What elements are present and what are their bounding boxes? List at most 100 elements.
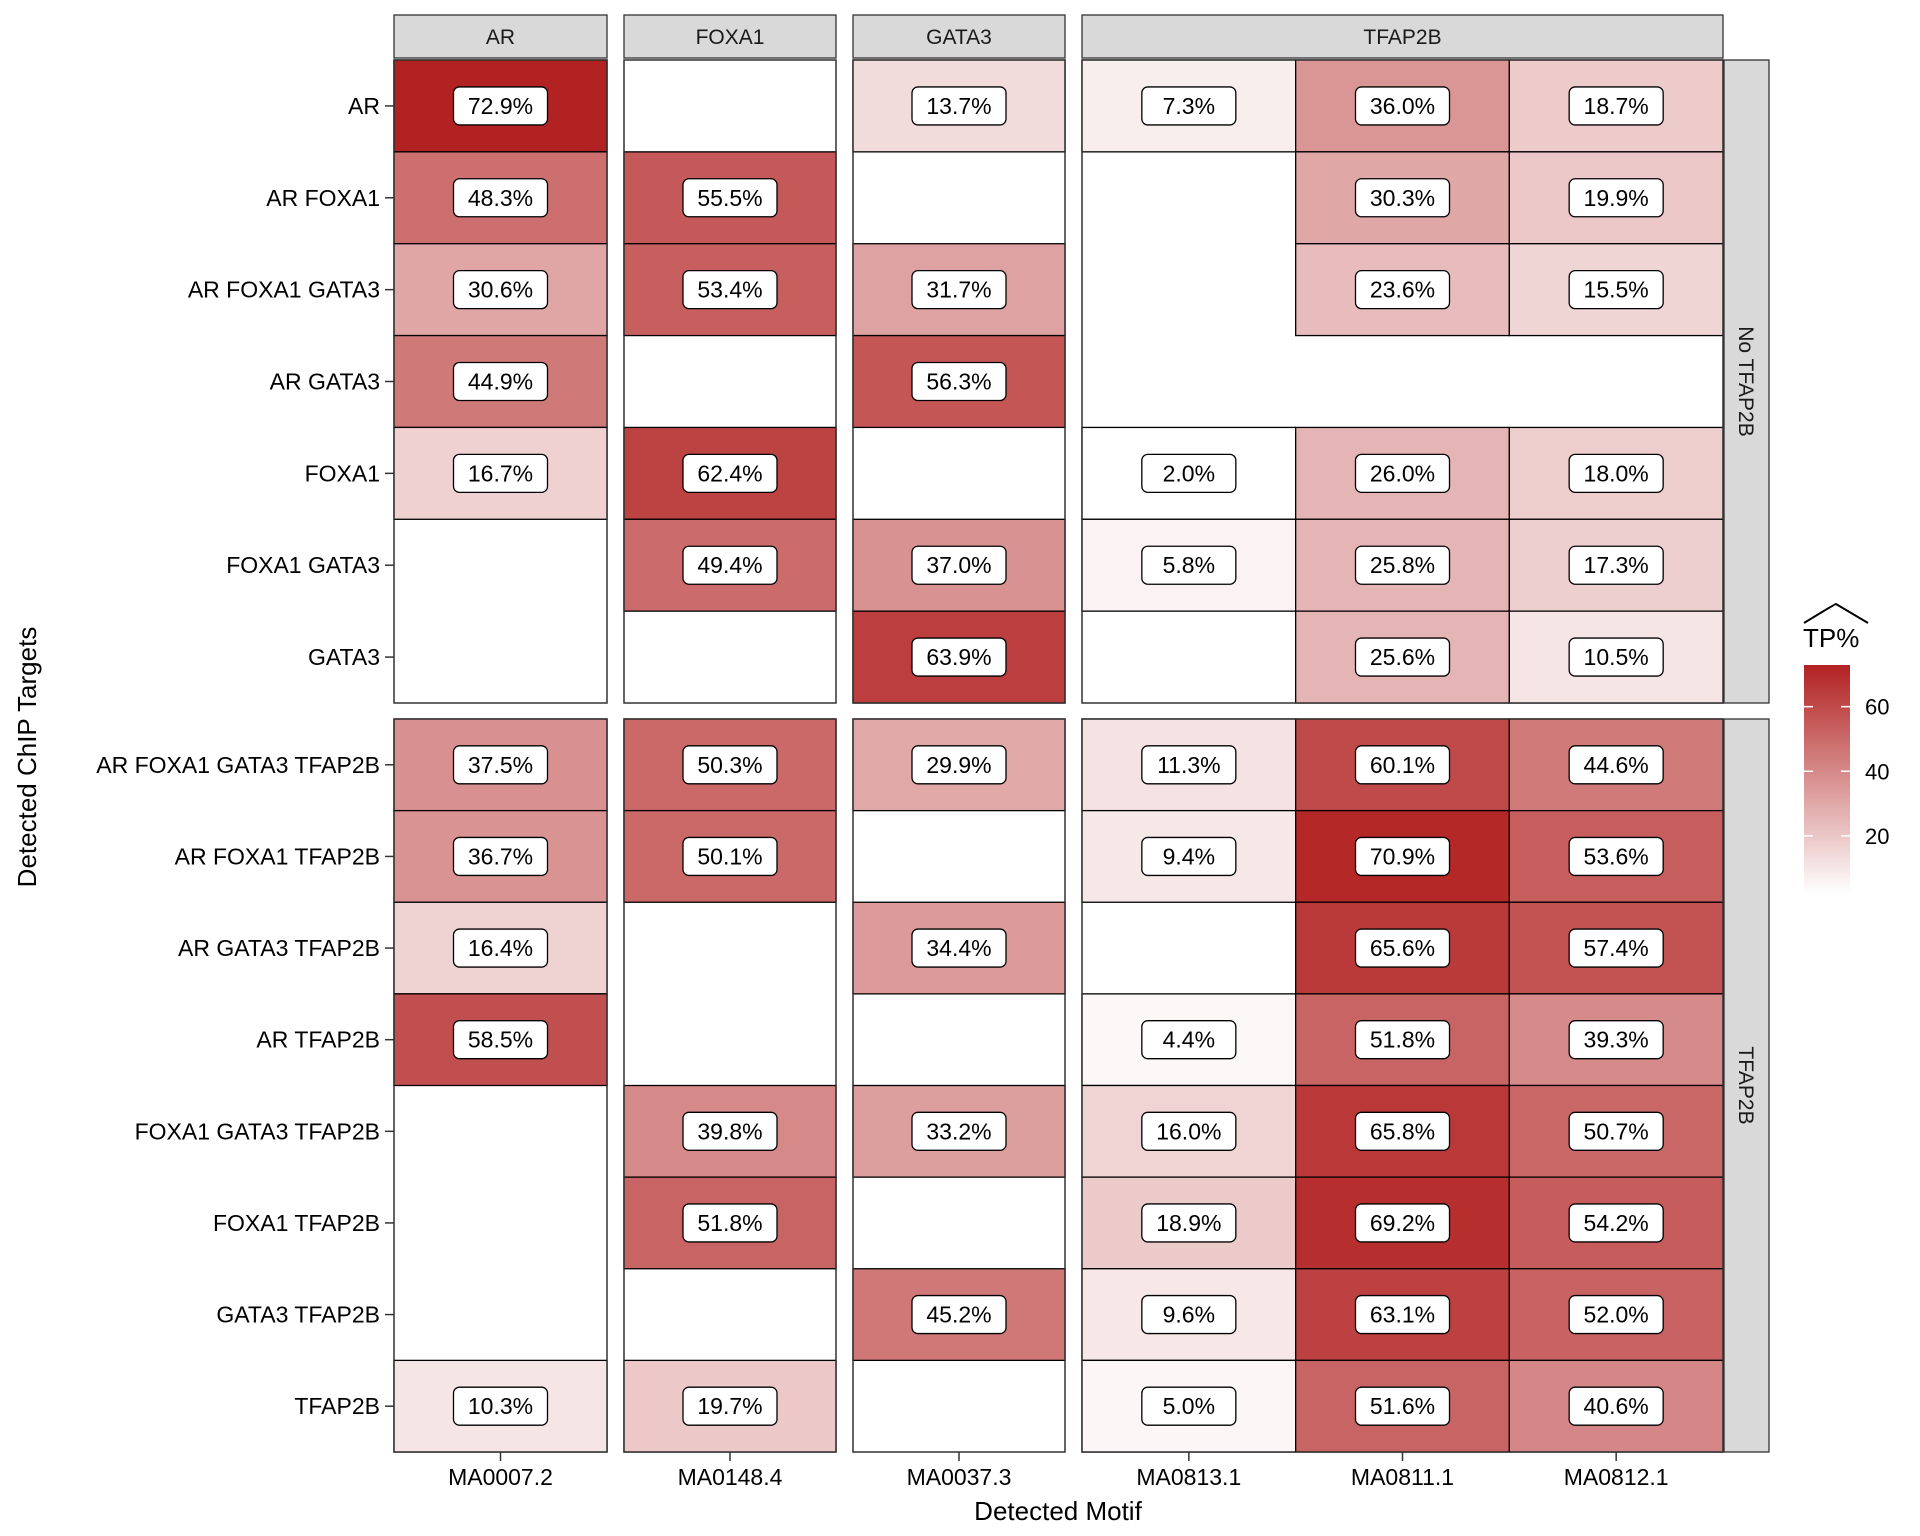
cell-label: 16.0% (1156, 1118, 1221, 1144)
cell-label-box (682, 745, 778, 785)
cell-label-box (682, 453, 778, 494)
column-strip (393, 14, 608, 59)
x-tick-label: MA0811.1 (1351, 1464, 1454, 1490)
column-strip-label: AR (486, 26, 515, 49)
cell-label: 5.0% (1163, 1393, 1215, 1419)
cell-label-box (1354, 1111, 1451, 1151)
cell-label: 56.3% (926, 369, 991, 395)
cell-label: 50.1% (697, 843, 762, 869)
cell-label-box (1141, 745, 1237, 785)
cell-label: 44.6% (1584, 752, 1649, 778)
cell-label-box (1141, 545, 1237, 585)
cell-label: 33.2% (926, 1118, 991, 1144)
cell-label-box (1141, 1386, 1237, 1426)
panel-outline (1081, 59, 1724, 704)
cell-label-box (911, 269, 1007, 310)
y-tick-label: FOXA1 TFAP2B (213, 1210, 380, 1236)
cell-label: 10.5% (1584, 644, 1649, 670)
cell-label: 44.9% (468, 369, 533, 395)
cell-label: 37.5% (468, 752, 533, 778)
y-tick-label: AR FOXA1 GATA3 TFAP2B (96, 752, 380, 778)
cell-label-box (911, 745, 1007, 785)
cell-label-box (1568, 1386, 1664, 1426)
cell-label-box (1568, 836, 1664, 877)
cell-label: 37.0% (926, 552, 991, 578)
cell-label-box (1568, 1020, 1664, 1060)
cell-label: 55.5% (697, 185, 762, 211)
cell-label: 11.3% (1157, 752, 1221, 778)
cell-label: 36.0% (1370, 93, 1435, 119)
cell-label: 52.0% (1584, 1302, 1649, 1328)
cell-label-box (911, 1294, 1007, 1335)
cell-label-box (1568, 178, 1664, 218)
cell-label-box (1354, 836, 1451, 877)
cell-label-box (1568, 1294, 1664, 1335)
cell-label: 62.4% (697, 460, 762, 486)
cell-label-box (1354, 453, 1451, 494)
legend: TP% 20 40 60 (1803, 602, 1889, 894)
cell-label: 49.4% (697, 552, 762, 578)
cell-label-box (452, 269, 549, 310)
cell-label: 36.7% (468, 843, 533, 869)
y-tick-label: AR GATA3 (270, 369, 380, 395)
cell-label: 30.3% (1370, 185, 1435, 211)
cell-label-box (1354, 928, 1451, 968)
cell-label: 34.4% (926, 935, 991, 961)
y-tick-label: AR (348, 93, 380, 119)
cell-label-box (682, 269, 778, 310)
cell-label: 51.8% (1370, 1027, 1435, 1053)
cell-label: 25.6% (1370, 644, 1435, 670)
cell-label-box (1568, 1111, 1664, 1151)
cell-label-box (452, 1386, 549, 1426)
legend-colorbar (1804, 665, 1850, 894)
cell-label: 63.9% (926, 644, 991, 670)
cell-label-box (1141, 836, 1237, 877)
legend-tick-label: 20 (1865, 824, 1889, 849)
y-tick-label: GATA3 TFAP2B (216, 1302, 380, 1328)
y-tick-label: GATA3 (308, 644, 380, 670)
cell-label: 40.6% (1584, 1393, 1649, 1419)
cell-label-box (682, 836, 778, 877)
cell-label: 65.6% (1370, 935, 1435, 961)
cell-label: 69.2% (1370, 1210, 1435, 1236)
cell-label: 2.0% (1163, 460, 1215, 486)
cell-label-box (1141, 1111, 1237, 1151)
cell-label: 45.2% (926, 1302, 991, 1328)
legend-tick-label: 60 (1865, 695, 1889, 720)
cell-label-box (1568, 745, 1664, 785)
row-strip (1723, 59, 1770, 704)
y-tick-label: FOXA1 (305, 460, 380, 486)
cell-label-box (1568, 928, 1664, 968)
cell-label-box (1141, 86, 1237, 126)
cell-label-box (1568, 1203, 1664, 1243)
cell-label-box (911, 86, 1007, 126)
cell-label: 18.9% (1156, 1210, 1221, 1236)
row-strip-label: No TFAP2B (1734, 326, 1757, 437)
cell-label: 18.0% (1584, 460, 1649, 486)
cell-label: 57.4% (1584, 935, 1649, 961)
cell-label: 9.4% (1163, 843, 1215, 869)
heatmap-cell (1508, 901, 1724, 995)
legend-tick-label: 40 (1865, 759, 1889, 784)
cell-label: 17.3% (1584, 552, 1649, 578)
cell-label: 70.9% (1370, 843, 1435, 869)
row-strip (1723, 718, 1770, 1453)
cell-label-box (911, 361, 1007, 402)
cell-label: 50.3% (697, 752, 762, 778)
y-tick-label: AR GATA3 TFAP2B (178, 935, 380, 961)
cell-label-box (1354, 1294, 1451, 1335)
cell-label-box (1141, 453, 1237, 494)
cell-label-box (911, 1111, 1007, 1151)
cell-label: 51.8% (697, 1210, 762, 1236)
cell-label: 23.6% (1370, 277, 1435, 303)
cell-label-box (682, 1386, 778, 1426)
y-tick-label: TFAP2B (294, 1393, 380, 1419)
cell-label-box (452, 745, 549, 785)
column-strip-label: FOXA1 (696, 26, 765, 49)
cell-label-box (1354, 1203, 1451, 1243)
x-tick-label: MA0812.1 (1564, 1464, 1669, 1490)
cell-label-box (452, 361, 549, 402)
cell-label-box (1568, 86, 1664, 126)
cell-label-box (682, 178, 778, 218)
